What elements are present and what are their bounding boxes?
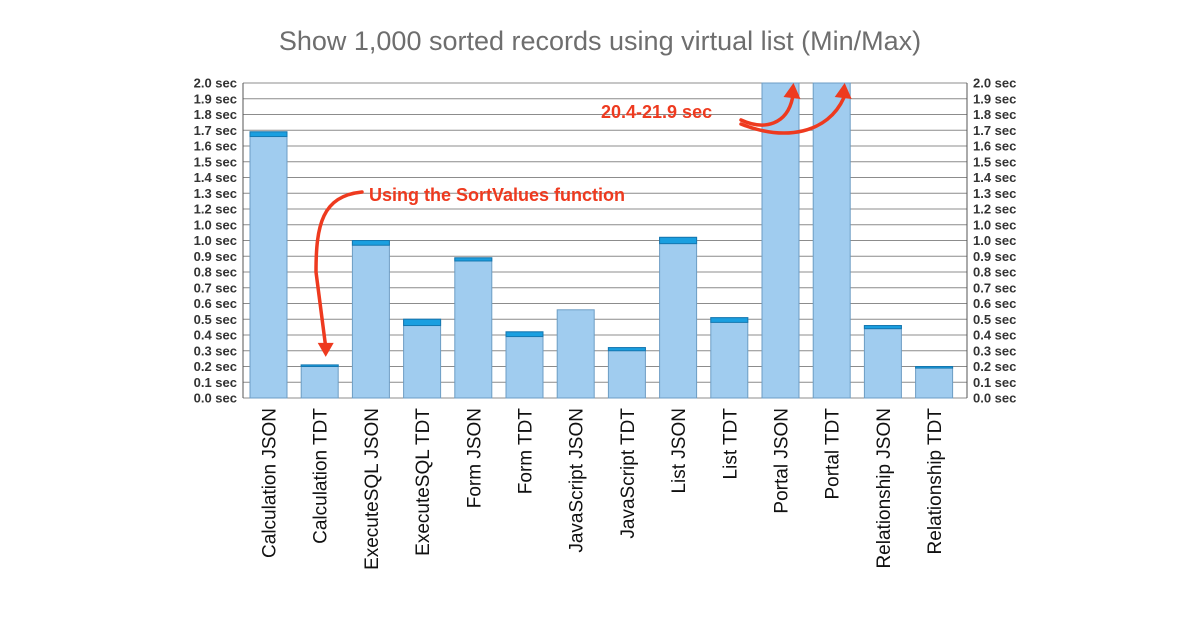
annotations: Using the SortValues function 20.4-21.9 s…	[314, 83, 852, 357]
x-tick-label: Form TDT	[516, 408, 537, 495]
bar	[454, 257, 493, 399]
bar	[505, 331, 544, 399]
bar	[812, 82, 851, 399]
y-tick-label-right: 0.4 sec	[973, 328, 1016, 343]
y-tick-label-left: 2.0 sec	[194, 76, 237, 91]
y-tick-label-left: 1.9 sec	[194, 91, 237, 106]
y-tick-label-right: 0.0 sec	[973, 391, 1016, 406]
x-tick-label: List JSON	[669, 408, 690, 494]
y-tick-label-left: 0.9 sec	[194, 249, 237, 264]
annotation-portal-arrow-2	[739, 96, 846, 135]
x-tick-label: Calculation TDT	[311, 408, 332, 544]
y-tick-label-right: 2.0 sec	[973, 76, 1016, 91]
bar-max-cap	[403, 318, 442, 327]
bar	[761, 82, 800, 399]
bar-max-cap	[863, 325, 902, 330]
y-tick-label-right: 0.3 sec	[973, 343, 1016, 358]
chart-title: Show 1,000 sorted records using virtual …	[279, 26, 921, 56]
y-tick-label-left: 1.0 sec	[194, 233, 237, 248]
y-tick-label-right: 1.8 sec	[973, 107, 1016, 122]
bar	[403, 318, 442, 399]
x-tick-label: Calculation JSON	[260, 408, 281, 558]
y-tick-label-right: 0.7 sec	[973, 280, 1016, 295]
y-tick-label-left: 0.6 sec	[194, 296, 237, 311]
y-tick-label-left: 1.8 sec	[194, 107, 237, 122]
y-tick-label-right: 0.8 sec	[973, 265, 1016, 280]
annotation-portal-arrowhead-2	[834, 83, 852, 99]
y-tick-label-right: 1.4 sec	[973, 170, 1016, 185]
grid	[243, 82, 967, 399]
y-tick-label-left: 1.7 sec	[194, 123, 237, 138]
bar-max-cap	[607, 347, 646, 352]
bar-max-cap	[300, 364, 339, 367]
annotation-sortvalues-arrowhead	[317, 342, 334, 357]
bar-max-cap	[249, 131, 288, 138]
bar-max-cap	[505, 331, 544, 338]
y-tick-label-right: 1.5 sec	[973, 154, 1016, 169]
annotation-portal-arrowhead-1	[783, 83, 801, 99]
y-tick-label-left: 1.0 sec	[194, 217, 237, 232]
bar	[300, 364, 339, 399]
x-tick-label: Relationship JSON	[874, 408, 895, 569]
bar	[556, 309, 595, 399]
bar	[659, 236, 698, 399]
y-tick-label-right: 1.3 sec	[973, 186, 1016, 201]
x-tick-label: Form JSON	[464, 408, 485, 508]
y-tick-label-right: 1.9 sec	[973, 91, 1016, 106]
y-tick-label-right: 1.6 sec	[973, 139, 1016, 154]
annotation-sortvalues-text: Using the SortValues function	[369, 185, 625, 205]
x-tick-label: JavaScript TDT	[618, 408, 639, 539]
y-tick-label-left: 1.3 sec	[194, 186, 237, 201]
bar-max-cap	[454, 257, 493, 262]
y-tick-label-right: 1.0 sec	[973, 233, 1016, 248]
y-tick-label-left: 0.1 sec	[194, 375, 237, 390]
x-tick-label: Relationship TDT	[925, 408, 946, 555]
y-tick-label-left: 1.4 sec	[194, 170, 237, 185]
y-tick-label-right: 0.5 sec	[973, 312, 1016, 327]
bar	[607, 347, 646, 399]
bar	[351, 240, 390, 399]
y-tick-label-left: 0.8 sec	[194, 265, 237, 280]
y-tick-label-right: 1.0 sec	[973, 217, 1016, 232]
y-tick-label-left: 0.5 sec	[194, 312, 237, 327]
category-labels: Calculation JSON Calculation TDT ExecuteSQ…	[260, 408, 947, 570]
annotation-sortvalues-arrow	[314, 190, 364, 349]
bar	[915, 366, 954, 399]
bar	[863, 325, 902, 399]
x-tick-label: JavaScript JSON	[567, 408, 588, 553]
bars	[249, 82, 954, 399]
bar-max-cap	[351, 240, 390, 246]
y-tick-label-left: 0.3 sec	[194, 343, 237, 358]
y-tick-label-left: 0.4 sec	[194, 328, 237, 343]
y-tick-label-right: 1.7 sec	[973, 123, 1016, 138]
bar-max-cap	[915, 366, 954, 369]
bar	[710, 317, 749, 399]
y-tick-label-left: 1.5 sec	[194, 154, 237, 169]
bar-max-cap	[659, 236, 698, 245]
x-tick-label: Portal TDT	[823, 408, 844, 500]
y-tick-label-right: 1.2 sec	[973, 202, 1016, 217]
bar	[249, 131, 288, 399]
y-tick-label-left: 0.7 sec	[194, 280, 237, 295]
annotation-portal-arrow-1	[739, 96, 795, 127]
x-tick-label: ExecuteSQL TDT	[413, 408, 434, 556]
y-tick-label-left: 1.6 sec	[194, 139, 237, 154]
y-tick-label-left: 0.2 sec	[194, 359, 237, 374]
y-tick-label-right: 0.9 sec	[973, 249, 1016, 264]
annotation-portal-text: 20.4-21.9 sec	[601, 102, 712, 122]
y-tick-label-right: 0.6 sec	[973, 296, 1016, 311]
x-tick-label: Portal JSON	[772, 408, 793, 514]
bar-max-cap	[710, 317, 749, 323]
y-tick-label-right: 0.2 sec	[973, 359, 1016, 374]
y-tick-label-left: 1.2 sec	[194, 202, 237, 217]
x-tick-label: List TDT	[720, 408, 741, 480]
x-tick-label: ExecuteSQL JSON	[362, 408, 383, 570]
y-tick-label-right: 0.1 sec	[973, 375, 1016, 390]
y-tick-label-left: 0.0 sec	[194, 391, 237, 406]
